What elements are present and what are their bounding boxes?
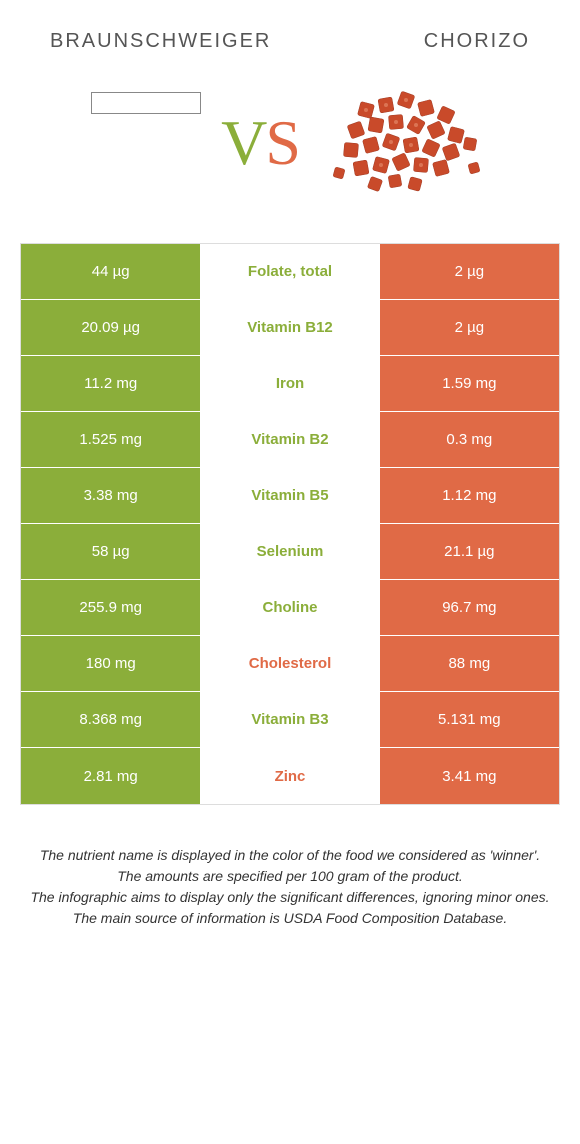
nutrient-name: Folate, total xyxy=(200,244,379,299)
table-row: 180 mgCholesterol88 mg xyxy=(21,636,559,692)
footer-notes: The nutrient name is displayed in the co… xyxy=(0,805,580,929)
nutrient-name: Selenium xyxy=(200,524,379,579)
footer-line: The infographic aims to display only the… xyxy=(30,887,550,908)
right-value: 2 µg xyxy=(380,300,559,355)
left-value: 58 µg xyxy=(21,524,200,579)
right-value: 88 mg xyxy=(380,636,559,691)
vs-v-letter: V xyxy=(221,107,265,178)
footer-line: The main source of information is USDA F… xyxy=(30,908,550,929)
footer-line: The nutrient name is displayed in the co… xyxy=(30,845,550,866)
right-value: 5.131 mg xyxy=(380,692,559,747)
right-value: 21.1 µg xyxy=(380,524,559,579)
left-value: 3.38 mg xyxy=(21,468,200,523)
vs-s-letter: S xyxy=(265,107,299,178)
nutrient-name: Vitamin B2 xyxy=(200,412,379,467)
footer-line: The amounts are specified per 100 gram o… xyxy=(30,866,550,887)
left-value: 1.525 mg xyxy=(21,412,200,467)
right-value: 0.3 mg xyxy=(380,412,559,467)
left-value: 11.2 mg xyxy=(21,356,200,411)
left-value: 255.9 mg xyxy=(21,580,200,635)
left-value: 180 mg xyxy=(21,636,200,691)
left-value: 20.09 µg xyxy=(21,300,200,355)
vs-label: VS xyxy=(221,106,299,180)
nutrient-name: Vitamin B5 xyxy=(200,468,379,523)
table-row: 11.2 mgIron1.59 mg xyxy=(21,356,559,412)
nutrient-name: Vitamin B3 xyxy=(200,692,379,747)
left-value: 8.368 mg xyxy=(21,692,200,747)
table-row: 255.9 mgCholine96.7 mg xyxy=(21,580,559,636)
left-value: 2.81 mg xyxy=(21,748,200,804)
vs-row: VS xyxy=(0,63,580,243)
right-food-image xyxy=(319,73,489,213)
right-value: 1.59 mg xyxy=(380,356,559,411)
left-value: 44 µg xyxy=(21,244,200,299)
table-row: 44 µgFolate, total2 µg xyxy=(21,244,559,300)
table-row: 58 µgSelenium21.1 µg xyxy=(21,524,559,580)
right-value: 3.41 mg xyxy=(380,748,559,804)
right-value: 2 µg xyxy=(380,244,559,299)
table-row: 2.81 mgZinc3.41 mg xyxy=(21,748,559,804)
left-food-title: Braunschweiger xyxy=(50,30,271,53)
comparison-table: 44 µgFolate, total2 µg20.09 µgVitamin B1… xyxy=(20,243,560,805)
right-food-title: Chorizo xyxy=(424,30,530,53)
nutrient-name: Choline xyxy=(200,580,379,635)
header: Braunschweiger Chorizo xyxy=(0,0,580,63)
nutrient-name: Zinc xyxy=(200,748,379,804)
table-row: 1.525 mgVitamin B20.3 mg xyxy=(21,412,559,468)
table-row: 3.38 mgVitamin B51.12 mg xyxy=(21,468,559,524)
nutrient-name: Iron xyxy=(200,356,379,411)
nutrient-name: Vitamin B12 xyxy=(200,300,379,355)
nutrient-name: Cholesterol xyxy=(200,636,379,691)
right-value: 1.12 mg xyxy=(380,468,559,523)
right-value: 96.7 mg xyxy=(380,580,559,635)
table-row: 20.09 µgVitamin B122 µg xyxy=(21,300,559,356)
chorizo-icon xyxy=(319,73,489,213)
table-row: 8.368 mgVitamin B35.131 mg xyxy=(21,692,559,748)
left-food-image xyxy=(91,92,201,114)
